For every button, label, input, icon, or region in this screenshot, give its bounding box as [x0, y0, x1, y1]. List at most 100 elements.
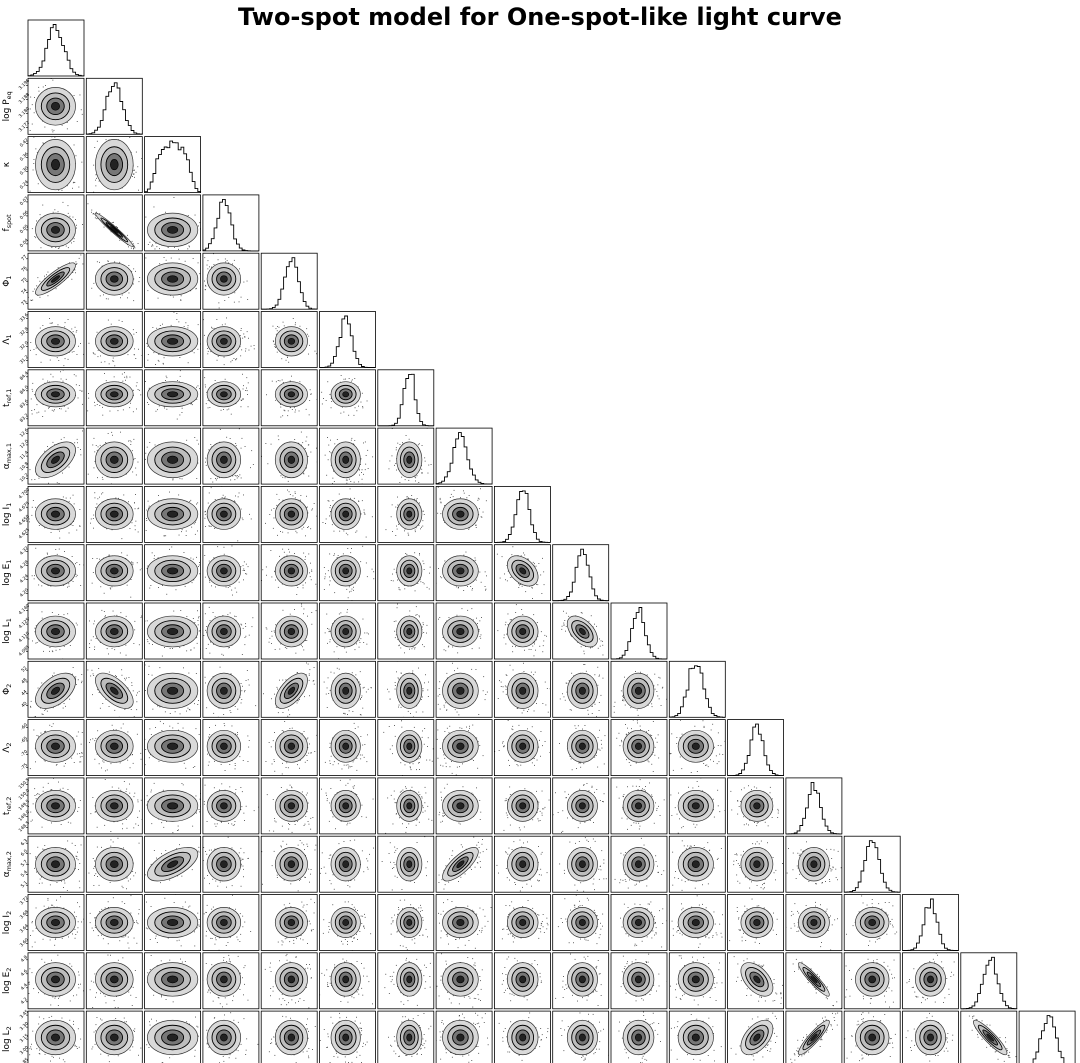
scatter-panel-α_max,2-vs-log I_2	[843, 894, 901, 951]
scatter-panel-κ-vs-log I_1	[144, 485, 202, 543]
y-tick-label: 52	[20, 665, 28, 673]
scatter-panel-log L_1-vs-log L_2	[610, 1010, 668, 1063]
y-tick-label: 12.6	[19, 427, 30, 438]
scatter-panel-α_max,1-vs-log E_2	[435, 952, 493, 1010]
histogram-panel-log E_2	[960, 952, 1018, 1010]
y-tick-label: 3.45	[19, 1009, 30, 1020]
chart-title: Two-spot model for One-spot-like light c…	[238, 3, 842, 31]
scatter-panel-t_ref,2-vs-log E_2	[785, 952, 843, 1010]
y-axis-label: αmax,2	[2, 851, 13, 877]
scatter-panel-log I_1-vs-log L_1	[493, 602, 551, 660]
scatter-panel-t_ref,1-vs-α_max,2	[377, 835, 435, 893]
scatter-panel-log I_1-vs-log E_2	[493, 952, 551, 1010]
scatter-panel-f_spot-vs-Λ_2	[202, 719, 260, 776]
scatter-panel-log L_1-vs-Λ_2	[610, 719, 668, 776]
scatter-panel-Φ_1-vs-log E_1	[260, 544, 318, 602]
y-axis-Φ_2: 40 44 48 52 Φ2	[2, 665, 29, 709]
y-tick-label: 3.72	[19, 895, 30, 906]
scatter-panel-log P_eq-vs-t_ref,2	[85, 777, 143, 835]
scatter-panel-f_spot-vs-t_ref,1	[202, 369, 260, 427]
scatter-panel-α_max,2-vs-log L_2	[843, 1010, 901, 1063]
y-tick-label: 11.4	[19, 450, 30, 461]
y-tick-label: 4.32	[19, 545, 30, 556]
scatter-panel-f_spot-vs-Λ_1	[202, 311, 260, 368]
y-axis-label: κ	[2, 161, 12, 167]
y-axis-label: tref,2	[2, 797, 13, 815]
scatter-panel-sin i-vs-log E_1	[27, 544, 85, 602]
histogram-panel-log E_1	[552, 544, 610, 602]
y-axis-α_max,2: 5.1 5.45.7 6.06.3 αmax,2	[2, 838, 29, 889]
y-tick-label: 0.42	[19, 137, 30, 148]
scatter-panel-Φ_1-vs-log I_2	[260, 894, 318, 951]
scatter-panel-Φ_2-vs-log E_2	[668, 952, 726, 1010]
y-tick-label: -75	[20, 762, 30, 772]
scatter-panel-κ-vs-log L_2	[144, 1010, 202, 1063]
scatter-panel-log P_eq-vs-f_spot	[85, 194, 143, 252]
scatter-panel-sin i-vs-log E_2	[27, 952, 85, 1010]
scatter-panel-log P_eq-vs-κ	[85, 136, 143, 194]
scatter-panel-Φ_2-vs-log L_2	[668, 1010, 726, 1063]
scatter-panel-f_spot-vs-t_ref,2	[202, 777, 260, 835]
scatter-panel-t_ref,1-vs-log E_2	[377, 952, 435, 1010]
scatter-panel-f_spot-vs-log L_1	[202, 602, 260, 660]
scatter-panel-log P_eq-vs-α_max,1	[85, 427, 143, 485]
histogram-panel-t_ref,2	[785, 777, 843, 835]
y-axis-log L_2: 2.853.003.153.303.45 log L2	[2, 1009, 30, 1063]
scatter-panel-Λ_1-vs-log L_1	[319, 602, 376, 660]
y-axis-label: log Peq	[2, 91, 13, 121]
y-tick-label: 149.0	[18, 809, 31, 822]
scatter-panel-Λ_1-vs-Φ_2	[319, 660, 376, 718]
scatter-panel-sin i-vs-Λ_1	[27, 311, 85, 368]
y-tick-label: 4.110	[18, 630, 31, 643]
histogram-panel-f_spot	[202, 194, 260, 252]
y-tick-label: 150.5	[18, 777, 31, 790]
scatter-panel-κ-vs-α_max,1	[144, 427, 202, 485]
y-tick-label: 4.650	[18, 514, 31, 527]
scatter-panel-Φ_2-vs-log I_2	[668, 894, 726, 951]
scatter-panel-Φ_1-vs-log L_2	[260, 1010, 318, 1063]
histogram-t_ref,2	[785, 781, 842, 835]
histogram-panel-α_max,2	[843, 835, 901, 893]
y-tick-label: 0.36	[19, 151, 30, 162]
y-tick-label: 32.8	[19, 326, 30, 337]
y-tick-label: 4.28	[19, 559, 30, 570]
y-tick-label: 4.625	[18, 527, 31, 540]
scatter-panel-f_spot-vs-log L_2	[202, 1010, 260, 1063]
scatter-panel-log P_eq-vs-α_max,2	[85, 835, 143, 893]
scatter-panel-Φ_1-vs-log E_2	[260, 952, 318, 1010]
y-tick-label: 44	[20, 689, 28, 697]
scatter-panel-κ-vs-Λ_2	[144, 719, 202, 776]
y-axis-label: αmax,1	[2, 443, 13, 469]
histogram-panel-Λ_2	[727, 719, 784, 777]
scatter-panel-Φ_1-vs-t_ref,1	[260, 369, 318, 427]
histogram-panel-Φ_1	[260, 252, 318, 310]
y-tick-label: 0.04	[19, 237, 30, 248]
scatter-panel-log P_eq-vs-Φ_2	[85, 660, 143, 718]
scatter-panel-sin i-vs-t_ref,2	[27, 777, 85, 835]
scatter-panel-t_ref,2-vs-log L_2	[785, 1010, 843, 1063]
histogram-log E_2	[960, 956, 1018, 1010]
y-tick-label: 32.0	[19, 340, 30, 351]
scatter-panel-Λ_1-vs-Λ_2	[319, 719, 376, 776]
scatter-panel-log I_2-vs-log E_2	[902, 952, 959, 1010]
scatter-panel-α_max,1-vs-log I_2	[435, 894, 493, 951]
histogram-Φ_2	[668, 665, 726, 718]
histogram-Λ_1	[319, 315, 376, 368]
scatter-panel-Λ_2-vs-log I_2	[727, 894, 784, 951]
histogram-panel-log P_eq	[85, 77, 143, 135]
scatter-panel-sin i-vs-t_ref,1	[27, 369, 85, 427]
y-axis-label: Λ1	[2, 334, 13, 344]
scatter-panel-log L_1-vs-α_max,2	[610, 835, 668, 893]
scatter-panel-Φ_1-vs-α_max,2	[260, 835, 318, 893]
scatter-panel-Λ_2-vs-log E_2	[727, 952, 784, 1010]
scatter-panel-sin i-vs-log L_2	[27, 1010, 85, 1063]
y-tick-label: -65	[20, 735, 30, 745]
y-tick-label: 3.60	[19, 937, 30, 948]
scatter-panel-Λ_2-vs-log L_2	[727, 1010, 784, 1063]
scatter-panel-t_ref,1-vs-Λ_2	[377, 719, 435, 776]
scatter-panel-log P_eq-vs-log L_2	[85, 1010, 143, 1063]
scatter-panel-κ-vs-Λ_1	[144, 311, 202, 368]
y-tick-label: -70	[20, 749, 30, 759]
y-axis-label: log E2	[2, 968, 13, 994]
